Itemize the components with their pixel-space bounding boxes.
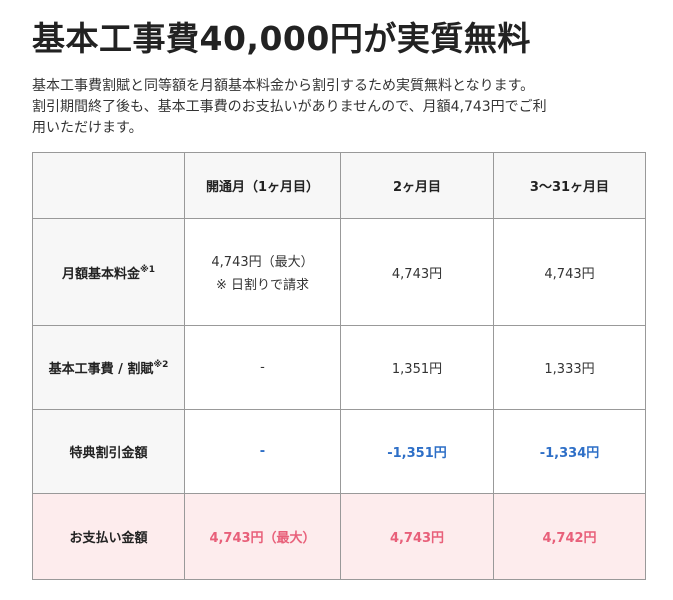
- cell-payment-month-2: 4,743円: [340, 493, 494, 580]
- cell-installation-month-2: 1,351円: [340, 325, 494, 410]
- row-label-text: 基本工事費 / 割賦: [48, 362, 154, 377]
- row-label-installation-fee: 基本工事費 / 割賦※2: [32, 325, 185, 410]
- cell-value: 4,743円（最大）: [211, 255, 314, 270]
- prorated-note: ※ 日割りで請求: [215, 278, 310, 293]
- row-label-monthly-fee: 月額基本料金※1: [32, 218, 185, 326]
- cell-installation-month-3-31: 1,333円: [493, 325, 646, 410]
- description: 基本工事費割賦と同等額を月額基本料金から割引するため実質無料となります。 割引期…: [32, 76, 652, 139]
- footnote-marker: ※2: [153, 360, 169, 370]
- row-label-payment: お支払い金額: [32, 493, 185, 580]
- description-line-3: 用いただけます。: [32, 120, 143, 136]
- row-label-discount: 特典割引金額: [32, 409, 185, 494]
- table-header-row: 開通月（1ヶ月目） 2ヶ月目 3〜31ヶ月目: [32, 152, 646, 219]
- header-empty-cell: [32, 152, 185, 219]
- table-row-discount: 特典割引金額 - -1,351円 -1,334円: [32, 409, 646, 494]
- cell-payment-month-3-31: 4,742円: [493, 493, 646, 580]
- row-label-text: 月額基本料金: [61, 266, 140, 282]
- cell-payment-month-1: 4,743円（最大）: [184, 493, 341, 580]
- header-month-2: 2ヶ月目: [340, 152, 494, 219]
- cell-discount-month-3-31: -1,334円: [493, 409, 646, 494]
- description-line-2: 割引期間終了後も、基本工事費のお支払いがありませんので、月額4,743円でご利: [32, 99, 547, 115]
- cell-installation-month-1: -: [184, 325, 341, 410]
- page-title: 基本工事費40,000円が実質無料: [32, 19, 531, 58]
- cell-discount-month-1: -: [184, 409, 341, 494]
- table-row-payment: お支払い金額 4,743円（最大） 4,743円 4,742円: [32, 493, 646, 580]
- header-month-3-31: 3〜31ヶ月目: [493, 152, 646, 219]
- cell-monthly-fee-month-1: 4,743円（最大） ※ 日割りで請求: [184, 218, 341, 326]
- header-month-1: 開通月（1ヶ月目）: [184, 152, 341, 219]
- cell-discount-month-2: -1,351円: [340, 409, 494, 494]
- footnote-marker: ※1: [140, 264, 156, 275]
- table-row-installation-fee: 基本工事費 / 割賦※2 - 1,351円 1,333円: [32, 325, 646, 410]
- cell-monthly-fee-month-2: 4,743円: [340, 218, 494, 326]
- pricing-table: 開通月（1ヶ月目） 2ヶ月目 3〜31ヶ月目 月額基本料金※1 4,743円（最…: [32, 152, 646, 580]
- description-line-1: 基本工事費割賦と同等額を月額基本料金から割引するため実質無料となります。: [32, 78, 535, 94]
- table-row-monthly-fee: 月額基本料金※1 4,743円（最大） ※ 日割りで請求 4,743円 4,74…: [32, 218, 646, 326]
- cell-monthly-fee-month-3-31: 4,743円: [493, 218, 646, 326]
